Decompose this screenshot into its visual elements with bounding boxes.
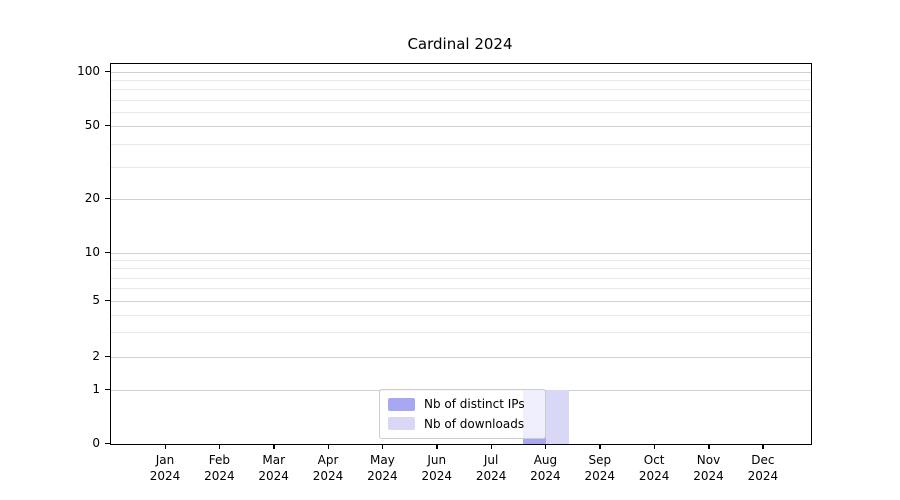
y-gridline-minor — [111, 166, 811, 168]
plot-area: Nb of distinct IPs Nb of downloads — [110, 63, 812, 445]
y-gridline-minor — [111, 277, 811, 279]
x-tick — [164, 444, 166, 449]
y-gridline-minor — [111, 314, 811, 316]
x-tick — [381, 444, 384, 449]
y-gridline-minor — [111, 268, 811, 270]
legend-item-downloads: Nb of downloads — [388, 417, 537, 431]
x-tick — [218, 444, 221, 449]
y-gridline — [111, 301, 811, 302]
y-tick-label: 20 — [84, 191, 100, 205]
y-tick-label: 10 — [84, 245, 100, 259]
y-tick-label: 0 — [92, 436, 100, 450]
x-tick-label: May 2024 — [367, 453, 398, 483]
y-gridline-minor — [111, 80, 811, 82]
x-tick — [436, 444, 438, 449]
x-tick — [490, 444, 493, 449]
y-gridline — [111, 199, 811, 200]
x-tick-label: Mar 2024 — [258, 453, 289, 483]
legend-swatch-distinct-ips — [388, 397, 415, 411]
y-gridline-minor — [111, 260, 811, 262]
x-tick-label: Aug 2024 — [530, 453, 561, 483]
y-gridline-minor — [111, 332, 811, 334]
y-tick — [105, 442, 110, 444]
x-tick-label: Jul 2024 — [475, 453, 507, 483]
x-tick-label: Nov 2024 — [693, 453, 724, 483]
y-tick — [105, 70, 110, 72]
y-tick — [105, 124, 110, 126]
legend: Nb of distinct IPs Nb of downloads — [379, 389, 546, 439]
y-gridline-minor — [111, 89, 811, 91]
x-tick-label: Jan 2024 — [149, 453, 181, 483]
x-tick — [599, 444, 601, 449]
x-tick — [653, 444, 656, 449]
y-gridline — [111, 253, 811, 254]
y-tick-label: 5 — [92, 293, 100, 307]
y-gridline — [111, 126, 811, 127]
bar-downloads-aug-2024 — [546, 390, 570, 444]
legend-item-distinct-ips: Nb of distinct IPs — [388, 397, 537, 411]
y-tick-label: 1 — [92, 382, 100, 396]
x-tick-label: Jun 2024 — [421, 453, 453, 483]
y-gridline-minor — [111, 143, 811, 145]
y-gridline — [111, 72, 811, 73]
x-tick — [762, 444, 764, 449]
legend-label-downloads: Nb of downloads — [424, 416, 525, 431]
legend-swatch-downloads — [388, 417, 415, 431]
x-tick-label: Dec 2024 — [747, 453, 779, 483]
y-gridline-minor — [111, 111, 811, 113]
chart-title: Cardinal 2024 — [407, 35, 513, 53]
y-tick — [105, 388, 110, 390]
y-gridline-minor — [111, 99, 811, 101]
legend-label-distinct-ips: Nb of distinct IPs — [424, 397, 525, 412]
x-tick — [273, 444, 275, 449]
y-tick-label: 100 — [77, 64, 100, 78]
y-tick — [105, 197, 110, 199]
y-tick — [105, 355, 110, 357]
x-tick-label: Oct 2024 — [638, 453, 670, 483]
y-tick-label: 50 — [84, 118, 100, 132]
y-tick — [105, 299, 110, 301]
x-tick — [327, 444, 330, 449]
x-tick — [544, 444, 547, 449]
y-tick-label: 2 — [92, 349, 100, 363]
x-tick-label: Apr 2024 — [312, 453, 344, 483]
x-tick — [708, 444, 710, 449]
y-tick — [105, 251, 110, 253]
y-gridline-minor — [111, 288, 811, 290]
y-gridline — [111, 357, 811, 358]
x-tick-label: Sep 2024 — [584, 453, 616, 483]
x-tick-label: Feb 2024 — [204, 453, 235, 483]
